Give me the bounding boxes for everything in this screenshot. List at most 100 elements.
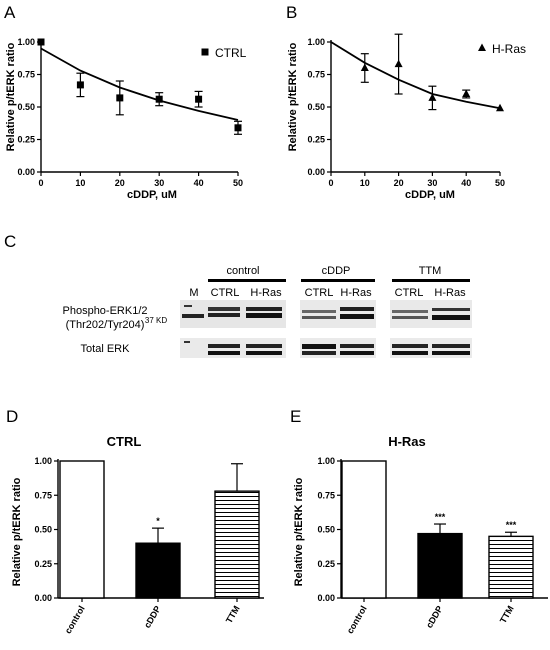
- bar-control: [59, 460, 105, 599]
- bar-TTM: [488, 535, 534, 599]
- y-tick-label: 1.00: [17, 37, 35, 47]
- x-tick-label: 40: [194, 178, 204, 188]
- blot-row-phospho: Phospho-ERK1/2: [63, 305, 148, 317]
- y-axis-title-e: Relative p/tERK ratio: [293, 477, 305, 586]
- panel-letter-b: B: [286, 3, 297, 22]
- legend-marker: [201, 48, 209, 56]
- y-tick-label: 0.50: [317, 525, 335, 535]
- y-tick-label: 1.00: [34, 456, 52, 466]
- y-tick-label: 0.75: [34, 490, 52, 500]
- panel-a: A 0.00 0.25 0.50 0.75 1.00 0 10 20 30 40 50 cDDP, …: [4, 3, 247, 201]
- significance-label: *: [156, 516, 160, 526]
- data-point: [360, 63, 369, 71]
- x-tick-label: 20: [115, 178, 125, 188]
- chart-d: 0.00 0.25 0.50 0.75 1.00 control * cDDP TTM: [34, 456, 264, 635]
- panel-letter-d: D: [6, 407, 18, 426]
- x-tick-label: 40: [461, 178, 471, 188]
- y-tick-label: 0.75: [317, 490, 335, 500]
- y-tick-label: 1.00: [317, 456, 335, 466]
- bar-control: [341, 460, 387, 599]
- panel-c: C control cDDP TTM M CTRL H-Ras CTRL H-R…: [4, 232, 472, 358]
- x-tick-label: TTM: [224, 604, 242, 625]
- blot-phospho-strip-3: [390, 300, 472, 328]
- blot-group-control: control: [226, 265, 259, 277]
- data-point: [496, 103, 504, 112]
- fit-curve: [330, 41, 501, 110]
- data-point: [76, 81, 84, 89]
- data-point: [394, 59, 403, 68]
- bar-cDDP: [417, 532, 463, 599]
- blot-group-cddp: cDDP: [322, 265, 351, 277]
- data-point: [155, 95, 163, 103]
- x-tick-label: cDDP: [142, 604, 163, 630]
- x-tick-label: 10: [360, 178, 370, 188]
- blot-group-ttm: TTM: [419, 265, 442, 277]
- y-axis-title-b: Relative p/tERK ratio: [287, 42, 299, 151]
- blot-group-bar-ttm: [392, 279, 470, 282]
- data-point: [428, 93, 437, 101]
- y-tick-label: 0.50: [307, 102, 325, 112]
- x-tick-label: 50: [495, 178, 505, 188]
- blot-marker-size: 37 KD: [145, 316, 167, 325]
- panel-letter-a: A: [4, 3, 16, 22]
- blot-phospho-strip-1: [180, 300, 286, 328]
- y-tick-label: 0.25: [17, 135, 35, 145]
- blot-phospho-strip-2: [300, 300, 376, 328]
- y-tick-label: 0.00: [34, 593, 52, 603]
- y-axis-title-d: Relative p/tERK ratio: [11, 477, 23, 586]
- panel-b: B 0.00 0.25 0.50 0.75 1.00 0 10 20 30 40 50 cDDP, …: [286, 3, 526, 201]
- y-tick-label: 0.75: [307, 70, 325, 80]
- x-tick-label: control: [345, 604, 369, 635]
- significance-label: ***: [435, 512, 446, 522]
- y-axis-title-a: Relative p/tERK ratio: [5, 42, 17, 151]
- blot-lane-cddp-hras: H-Ras: [340, 287, 372, 299]
- y-tick-label: 0.00: [317, 593, 335, 603]
- data-point: [195, 95, 203, 103]
- significance-label: ***: [506, 520, 517, 530]
- blot-total-strip-1: [180, 338, 286, 358]
- x-tick-label: 0: [328, 178, 333, 188]
- x-tick-label: 30: [427, 178, 437, 188]
- y-tick-label: 0.00: [17, 167, 35, 177]
- x-tick-label: cDDP: [424, 604, 445, 630]
- chart-e: 0.00 0.25 0.50 0.75 1.00 control *** cDDP *** TTM: [317, 456, 548, 635]
- x-tick-label: 30: [154, 178, 164, 188]
- y-tick-label: 0.50: [34, 525, 52, 535]
- blot-total-strip-2: [300, 338, 376, 358]
- data-point: [37, 38, 45, 46]
- data-point: [234, 124, 242, 132]
- y-tick-label: 0.25: [307, 135, 325, 145]
- x-tick-label: control: [63, 604, 87, 635]
- blot-row-phospho-sites: (Thr202/Tyr204): [66, 319, 145, 331]
- legend-label-a: CTRL: [215, 46, 247, 60]
- fit-curve: [40, 47, 239, 121]
- blot-lane-ttm-hras: H-Ras: [434, 287, 466, 299]
- chart-title-e: H-Ras: [388, 434, 426, 449]
- bar-TTM: [214, 490, 260, 599]
- x-tick-label: 0: [38, 178, 43, 188]
- chart-title-d: CTRL: [107, 434, 142, 449]
- blot-lane-control-hras: H-Ras: [250, 287, 282, 299]
- blot-lane-marker: M: [189, 287, 198, 299]
- x-tick-label: 10: [75, 178, 85, 188]
- chart-a: 0.00 0.25 0.50 0.75 1.00 0 10 20 30 40 50: [17, 37, 243, 188]
- panel-e: E H-Ras Relative p/tERK ratio 0.000.250.…: [290, 407, 548, 635]
- y-tick-label: 0.50: [17, 102, 35, 112]
- y-tick-label: 0.00: [307, 167, 325, 177]
- x-tick-label: TTM: [498, 604, 516, 625]
- data-point: [116, 94, 124, 102]
- blot-group-bar-control: [208, 279, 286, 282]
- panel-d: D CTRL Relative p/tERK ratio 0.00 0.25 0.5…: [6, 407, 264, 635]
- legend-marker: [478, 43, 486, 51]
- blot-total-strip-3: [390, 338, 472, 358]
- blot-lane-control-ctrl: CTRL: [211, 287, 240, 299]
- chart-b: 0.00 0.25 0.50 0.75 1.00 0 10 20 30 40 50: [307, 33, 505, 188]
- y-tick-label: 1.00: [307, 37, 325, 47]
- legend-label-b: H-Ras: [492, 42, 526, 56]
- y-tick-label: 0.25: [34, 559, 52, 569]
- x-tick-label: 20: [394, 178, 404, 188]
- x-tick-label: 50: [233, 178, 243, 188]
- bar-cDDP: [135, 542, 181, 599]
- x-axis-title-b: cDDP, uM: [405, 189, 455, 201]
